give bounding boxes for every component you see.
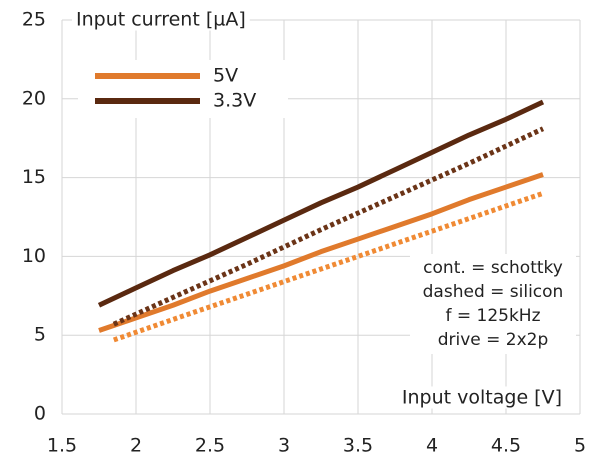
dashed-line xyxy=(112,190,544,343)
x-tick-label: 3 xyxy=(278,435,290,457)
y-tick-label: 10 xyxy=(22,245,46,267)
line xyxy=(97,99,545,308)
x-tick-label: 5 xyxy=(574,435,586,457)
legend-label: 3.3V xyxy=(213,90,256,112)
x-tick-label: 4 xyxy=(426,435,438,457)
x-tick-label: 4.5 xyxy=(491,435,521,457)
x-tick-label: 2.5 xyxy=(195,435,225,457)
annotation: f = 125kHz xyxy=(445,306,540,326)
annotation: drive = 2x2p xyxy=(438,330,549,350)
line xyxy=(98,172,544,333)
x-tick-label: 3.5 xyxy=(343,435,373,457)
x-axis-label: Input voltage [V] xyxy=(402,387,562,409)
annotation: dashed = silicon xyxy=(423,282,564,302)
legend-box xyxy=(78,60,288,118)
legend-label: 5V xyxy=(213,65,238,87)
label-background xyxy=(397,386,566,409)
x-tick-label: 1.5 xyxy=(47,435,77,457)
y-tick-label: 15 xyxy=(22,166,46,188)
annotation: cont. = schottky xyxy=(423,258,563,278)
y-tick-label: 25 xyxy=(22,9,46,31)
y-tick-label: 20 xyxy=(22,87,46,109)
y-tick-label: 0 xyxy=(34,403,46,425)
y-tick-label: 5 xyxy=(34,324,46,346)
x-tick-label: 2 xyxy=(130,435,142,457)
label-background xyxy=(72,8,250,31)
y-axis-label: Input current [µA] xyxy=(76,9,246,31)
annotation-box xyxy=(410,254,576,354)
dashed-line xyxy=(112,126,545,327)
